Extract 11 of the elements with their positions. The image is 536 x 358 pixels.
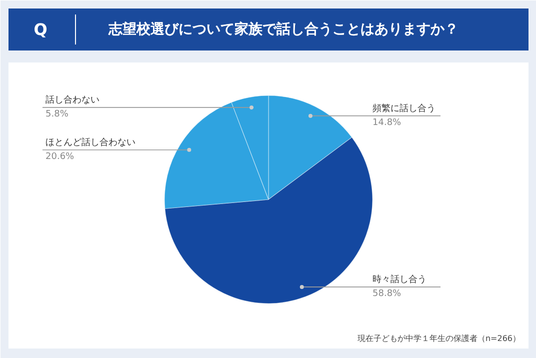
text: 現在子どもが中学１年生の保護者（n=266） (357, 334, 521, 343)
data-label: 20.6% (46, 152, 75, 162)
chart-title: 志望校選びについて家族で話し合うことはありますか？ (108, 20, 458, 38)
slice-label: 時々話し合う (372, 274, 426, 285)
data-label: 14.8% (372, 118, 402, 128)
slice-label: ほとんど話し合わない (46, 136, 136, 148)
slice-label: 話し合わない (46, 94, 100, 106)
data-label: 58.8% (372, 288, 402, 299)
slice-label: 頻繁に話し合う (372, 102, 436, 114)
data-label: 5.8% (46, 109, 69, 120)
text: Q (34, 20, 48, 39)
